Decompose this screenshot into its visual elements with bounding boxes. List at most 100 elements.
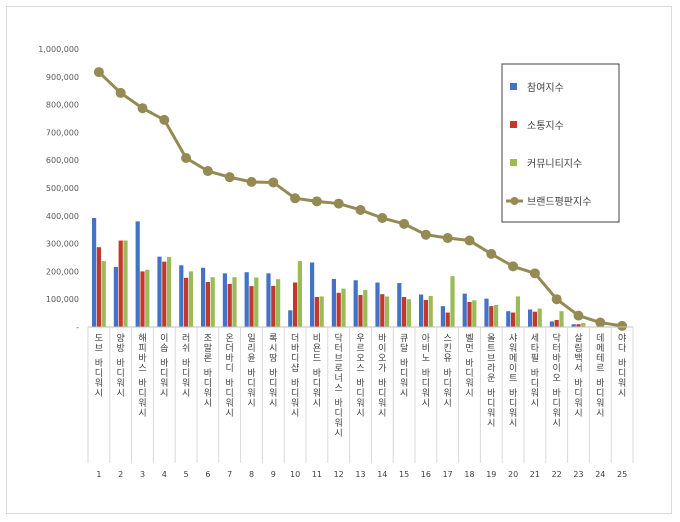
x-index-label: 13 xyxy=(355,470,365,479)
line-point xyxy=(529,268,540,279)
bar xyxy=(336,292,341,327)
line-point xyxy=(246,176,257,187)
bar xyxy=(554,320,559,327)
legend-marker xyxy=(510,197,519,205)
bar xyxy=(188,271,193,327)
bar xyxy=(375,282,380,327)
bar xyxy=(254,277,259,327)
y-tick-label: 800,000 xyxy=(46,101,79,110)
bar xyxy=(276,279,281,327)
line-point xyxy=(399,218,410,229)
line-point xyxy=(617,320,628,331)
bar xyxy=(380,294,385,327)
bar xyxy=(462,293,467,327)
bar xyxy=(397,283,402,327)
line-point xyxy=(159,114,170,125)
bar xyxy=(271,285,276,327)
bar xyxy=(140,271,145,327)
x-index-label: 17 xyxy=(443,470,453,479)
x-index-label: 19 xyxy=(486,470,496,479)
bar xyxy=(489,306,494,327)
line-point xyxy=(464,235,475,246)
bar xyxy=(162,261,167,327)
bar xyxy=(167,256,172,327)
legend-label: 커뮤니티지수 xyxy=(527,158,582,170)
bar xyxy=(201,267,206,327)
line-point xyxy=(311,196,322,207)
x-index-label: 5 xyxy=(184,470,189,479)
line-point xyxy=(333,198,344,209)
x-index-label: 18 xyxy=(464,470,474,479)
y-axis: - 100,000 200,000 300,000 400,000 500,000 600,… xyxy=(38,45,79,332)
x-index-label: 7 xyxy=(227,470,232,479)
line-point xyxy=(93,67,104,78)
line-point xyxy=(377,213,388,224)
bar xyxy=(549,321,554,327)
line-point xyxy=(442,233,453,244)
bar xyxy=(101,261,106,327)
bar xyxy=(532,311,537,327)
bar xyxy=(484,298,489,327)
y-tick-label: 100,000 xyxy=(46,295,79,304)
line-point xyxy=(595,317,606,328)
line-point xyxy=(486,248,497,259)
chart-frame: - 100,000 200,000 300,000 400,000 500,000 600,… xyxy=(6,6,672,514)
bar xyxy=(222,273,227,327)
bar xyxy=(157,256,162,327)
x-index-label: 12 xyxy=(334,470,344,479)
bar xyxy=(113,266,118,327)
line-point xyxy=(137,103,148,114)
bar xyxy=(537,308,542,327)
bar xyxy=(385,296,390,327)
x-index-label: 23 xyxy=(573,470,583,479)
line-point xyxy=(355,204,366,215)
x-index-label: 2 xyxy=(118,470,123,479)
bar xyxy=(450,276,455,327)
bar xyxy=(135,221,140,327)
y-tick-label: 500,000 xyxy=(46,184,79,193)
y-tick-label: 600,000 xyxy=(46,156,79,165)
y-tick-label: - xyxy=(76,323,79,332)
line-point xyxy=(420,229,431,240)
bar xyxy=(402,296,407,327)
y-tick-label: 200,000 xyxy=(46,267,79,276)
bar xyxy=(428,295,433,327)
x-index-label: 6 xyxy=(205,470,210,479)
bar xyxy=(472,300,477,327)
bar xyxy=(92,218,97,327)
bar xyxy=(331,278,336,327)
legend-box xyxy=(501,63,620,223)
bar xyxy=(423,300,428,327)
bar xyxy=(363,290,368,327)
x-index-label: 4 xyxy=(162,470,167,479)
bar xyxy=(406,299,411,327)
x-index-label: 20 xyxy=(508,470,518,479)
line-series xyxy=(93,67,628,331)
line-point xyxy=(224,172,235,183)
bar xyxy=(210,277,215,327)
bar xyxy=(515,296,520,327)
line-point xyxy=(181,152,192,163)
x-index-label: 25 xyxy=(617,470,627,479)
legend-swatch xyxy=(510,121,517,128)
bar xyxy=(358,295,363,327)
bar xyxy=(266,273,271,327)
bar xyxy=(244,272,249,327)
x-index-label: 10 xyxy=(290,470,300,479)
bar xyxy=(445,312,450,327)
bar xyxy=(96,247,101,327)
